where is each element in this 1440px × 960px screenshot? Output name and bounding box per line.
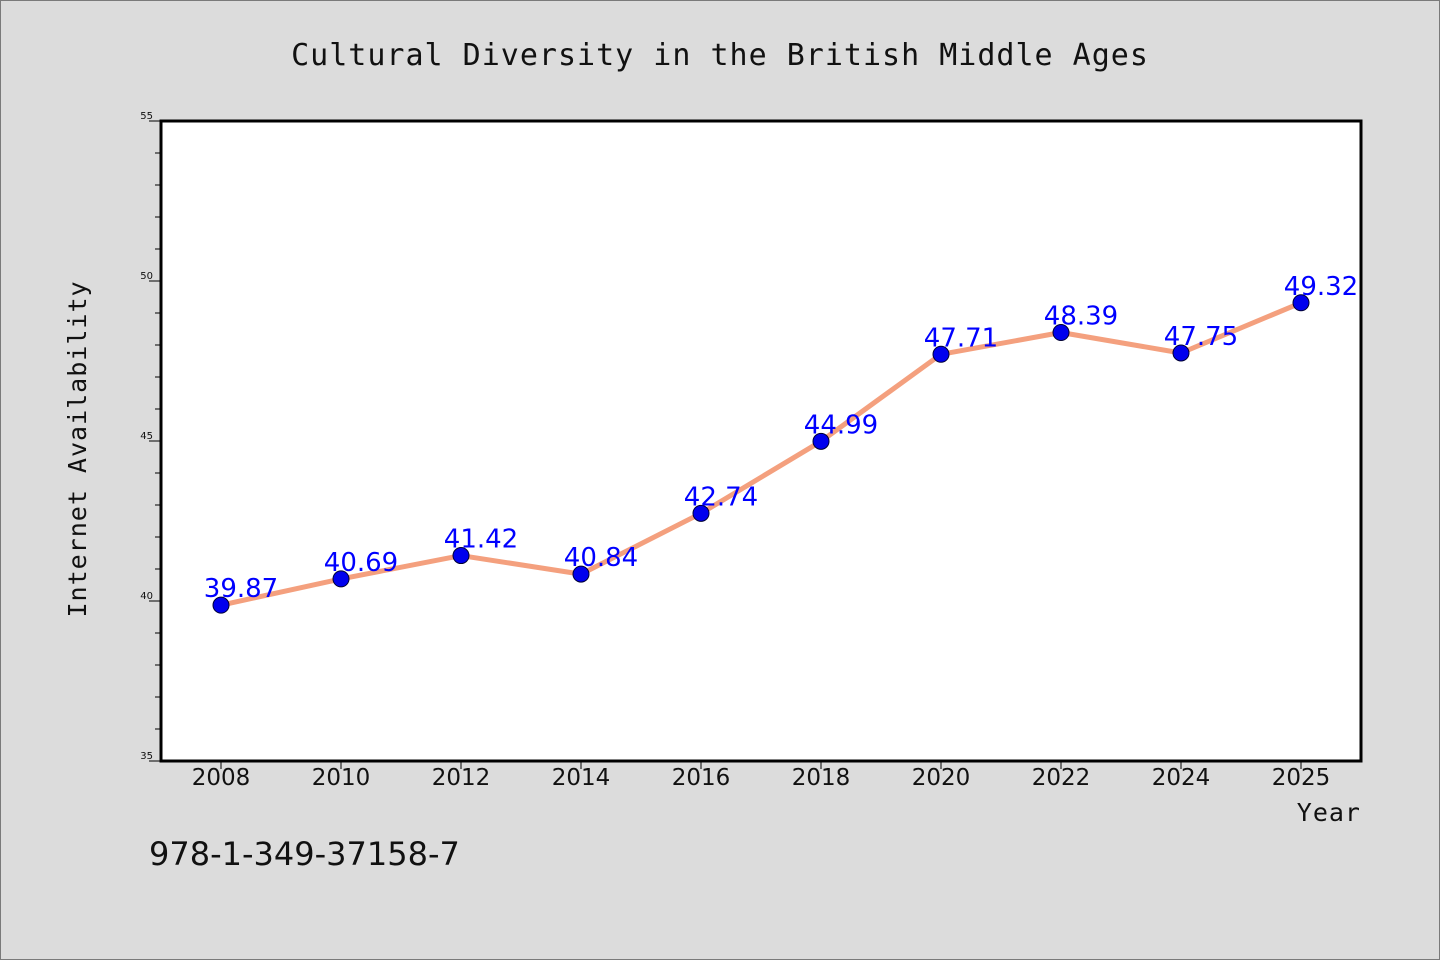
data-point [932,345,950,363]
data-point [692,504,710,522]
data-label: 44.99 [804,410,878,440]
x-tick-label: 2014 [552,765,611,791]
data-point [1292,294,1310,312]
x-tick-label: 2022 [1032,765,1091,791]
data-point [452,547,470,565]
data-point [212,596,230,614]
x-tick-label: 2012 [432,765,491,791]
data-point [332,570,350,588]
y-tick-label: 50 [140,271,153,282]
y-tick-label: 35 [140,751,153,762]
x-axis: 2008 2010 2012 2014 2016 2018 2020 2022 2024 2025 [192,761,1331,791]
x-tick-label: 2016 [672,765,731,791]
footer-code: 978-1-349-37158-7 [149,835,460,873]
y-axis: 35 40 45 50 55 [140,111,161,762]
data-label: 47.75 [1164,322,1238,352]
data-label: 48.39 [1044,302,1118,332]
data-point [1172,344,1190,362]
data-point [572,565,590,583]
data-label: 41.42 [444,525,518,555]
y-tick-label: 45 [140,431,153,442]
x-tick-label: 2020 [912,765,971,791]
data-label: 47.71 [924,323,998,353]
y-axis-label: Internet Availability [63,280,92,617]
data-labels: 39.87 40.69 41.42 40.84 42.74 44.99 47.71 48.39… [204,272,1358,604]
data-label: 40.69 [324,548,398,578]
data-label: 42.74 [684,482,758,512]
chart-title: Cultural Diversity in the British Middle… [291,38,1149,73]
data-label: 49.32 [1284,272,1358,302]
data-point [812,432,830,450]
markers [212,294,1310,614]
x-tick-label: 2024 [1152,765,1211,791]
plot-area [159,119,1363,763]
data-label: 39.87 [204,574,278,604]
x-axis-label: Year [1297,798,1361,827]
data-label: 40.84 [564,543,638,573]
x-tick-label: 2025 [1272,765,1331,791]
x-tick-label: 2018 [792,765,851,791]
x-tick-label: 2008 [192,765,251,791]
y-tick-label: 40 [140,591,153,602]
data-point [1052,324,1070,342]
series-line [218,300,1304,608]
y-tick-label: 55 [140,111,153,122]
x-tick-label: 2010 [312,765,371,791]
